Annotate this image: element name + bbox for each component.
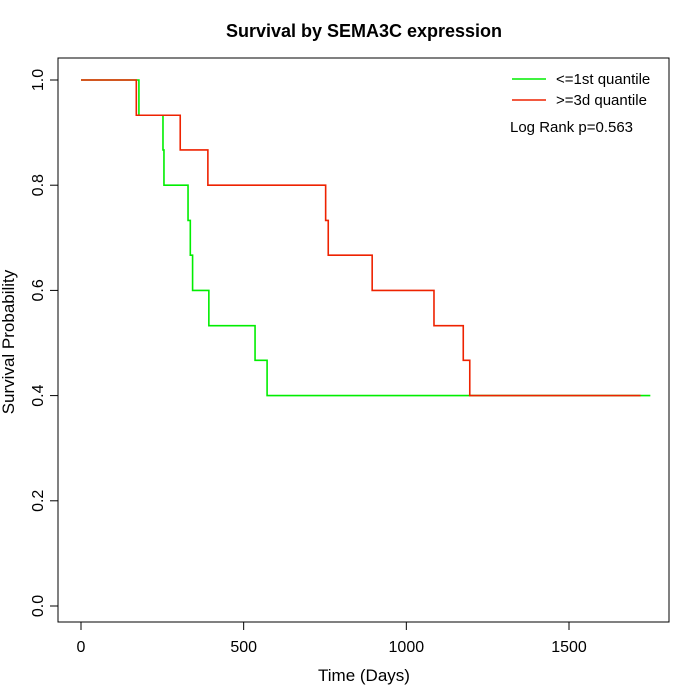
x-tick-label: 1500 — [551, 639, 587, 656]
x-tick-label: 500 — [230, 639, 257, 656]
y-tick-label: 0.4 — [30, 384, 47, 406]
x-tick-label: 0 — [77, 639, 86, 656]
legend-label: >=3d quantile — [556, 92, 647, 109]
legend-label: <=1st quantile — [556, 71, 650, 88]
chart-title: Survival by SEMA3C expression — [226, 21, 502, 41]
legend: <=1st quantile >=3d quantile — [512, 71, 650, 109]
y-axis-label: Survival Probability — [0, 269, 18, 414]
y-axis: 0.0 0.2 0.4 0.6 0.8 1.0 — [30, 69, 59, 617]
series-line-2 — [81, 79, 641, 397]
y-tick-label: 0.6 — [30, 279, 47, 301]
series-line-1 — [81, 79, 651, 397]
y-tick-label: 0.8 — [30, 174, 47, 196]
series-layer — [81, 79, 651, 397]
x-axis-label: Time (Days) — [318, 666, 410, 685]
log-rank-annotation: Log Rank p=0.563 — [510, 119, 633, 136]
y-tick-label: 0.0 — [30, 595, 47, 617]
plot-frame — [57, 57, 670, 623]
x-axis: 0 500 1000 1500 — [77, 621, 587, 656]
x-tick-label: 1000 — [389, 639, 425, 656]
y-tick-label: 0.2 — [30, 490, 47, 512]
y-tick-label: 1.0 — [30, 69, 47, 91]
